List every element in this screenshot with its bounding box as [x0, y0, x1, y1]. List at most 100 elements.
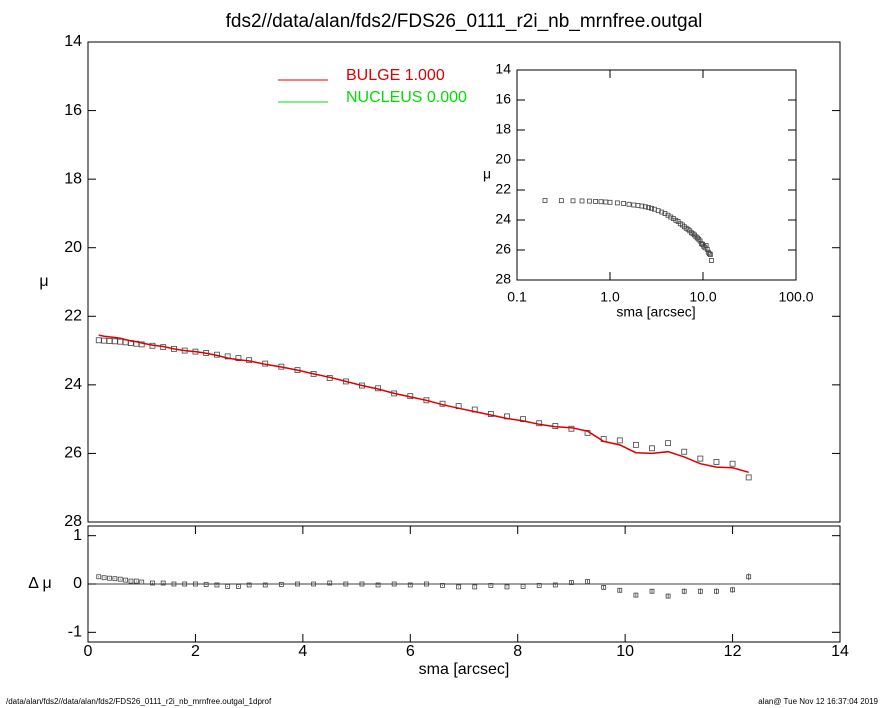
- residual-point: [423, 581, 429, 587]
- y-tick-label: 24: [495, 211, 511, 227]
- residual-point: [139, 579, 145, 585]
- residual-point: [649, 588, 655, 594]
- inset-x-label: sma [arcsec]: [616, 304, 695, 320]
- inset-point: [542, 198, 548, 203]
- inset-point: [558, 198, 564, 204]
- inset-y-label: μ: [483, 166, 491, 182]
- residual-point: [569, 580, 574, 585]
- inset-point: [621, 201, 626, 206]
- y-tick-label: 26: [64, 445, 82, 462]
- residual-point: [601, 584, 607, 590]
- inset-point: [598, 199, 604, 205]
- inset-point: [639, 203, 645, 209]
- inset-point: [706, 251, 712, 257]
- x-tick-label: 0: [84, 643, 93, 660]
- x-tick-label: 14: [831, 643, 849, 660]
- residual-point: [171, 581, 177, 587]
- residual-point: [203, 582, 209, 587]
- y-tick-label: 18: [64, 170, 82, 187]
- residual-point: [214, 582, 220, 588]
- residual-point: [311, 581, 317, 587]
- inset-point: [668, 214, 674, 220]
- residual-point: [391, 581, 397, 587]
- residual-point: [681, 588, 687, 594]
- inset-point: [698, 241, 704, 247]
- x-tick-label: 0.1: [507, 289, 527, 305]
- residual-point: [665, 593, 671, 599]
- y-tick-label: -1: [68, 624, 82, 641]
- residual-point: [128, 578, 134, 584]
- residual-point: [295, 581, 300, 587]
- inset-point: [607, 199, 613, 205]
- inset-point: [694, 235, 700, 241]
- data-point: [649, 445, 655, 452]
- inset-point: [579, 198, 585, 204]
- inset-point: [659, 209, 665, 215]
- residual-point: [117, 576, 123, 582]
- chart-title: fds2//data/alan/fds2/FDS26_0111_r2i_nb_m…: [226, 11, 703, 32]
- residual-point: [262, 582, 268, 588]
- y-tick-label: 1: [73, 527, 82, 544]
- residual-point: [123, 577, 128, 583]
- y-tick-label: 14: [495, 61, 511, 77]
- inset-point: [570, 198, 576, 204]
- y-tick-label: 16: [64, 102, 82, 119]
- residual-point: [225, 584, 231, 589]
- residual-point: [182, 581, 188, 587]
- residual-point: [359, 581, 365, 587]
- residual-point: [235, 584, 241, 589]
- inset-frame: [516, 69, 797, 281]
- residual-point: [160, 580, 166, 586]
- legend-label: BULGE 1.000: [346, 67, 445, 84]
- residual-point: [343, 581, 349, 587]
- residual-point: [472, 584, 478, 590]
- x-axis-label: sma [arcsec]: [419, 661, 510, 678]
- model-line: [98, 334, 749, 474]
- y-tick-label: 24: [64, 376, 82, 393]
- inset-point: [655, 208, 661, 214]
- y-tick-label: 20: [64, 239, 82, 256]
- residual-point: [488, 583, 494, 588]
- data-point: [665, 440, 672, 447]
- data-point: [138, 341, 145, 348]
- inset-point: [649, 205, 654, 211]
- residual-point: [375, 582, 381, 588]
- residual-point: [585, 579, 590, 584]
- x-tick-label: 6: [406, 643, 415, 660]
- residual-y-label: Δ μ: [28, 575, 51, 592]
- residual-point: [504, 584, 510, 590]
- x-tick-label: 10: [616, 643, 634, 660]
- y-tick-label: 16: [495, 91, 511, 107]
- y-tick-label: 26: [495, 241, 511, 257]
- inset-point: [708, 258, 714, 263]
- inset-point: [593, 198, 598, 204]
- data-point: [681, 448, 688, 455]
- residual-point: [407, 582, 413, 588]
- y-tick-label: 22: [495, 181, 511, 197]
- residual-point: [520, 584, 526, 589]
- x-tick-label: 2: [191, 643, 200, 660]
- residual-point: [456, 584, 462, 590]
- residual-point: [150, 580, 155, 586]
- y-tick-label: 28: [64, 513, 82, 530]
- data-point: [713, 459, 720, 465]
- y-tick-label: 0: [73, 575, 82, 592]
- residual-point: [536, 583, 542, 588]
- residual-point: [96, 574, 102, 580]
- y-tick-label: 14: [64, 33, 82, 50]
- x-tick-label: 100.0: [778, 289, 813, 305]
- residual-point: [633, 592, 639, 598]
- inset-point: [690, 231, 696, 237]
- residual-point: [327, 580, 333, 586]
- data-point: [697, 455, 704, 462]
- y-tick-label: 28: [495, 271, 511, 287]
- data-point: [632, 441, 639, 448]
- data-point: [224, 353, 231, 360]
- residual-point: [746, 574, 752, 580]
- y-tick-label: 18: [495, 121, 511, 137]
- residual-point: [714, 588, 719, 594]
- residual-point: [552, 582, 558, 588]
- x-tick-label: 10.0: [689, 289, 716, 305]
- inset-point: [642, 204, 648, 210]
